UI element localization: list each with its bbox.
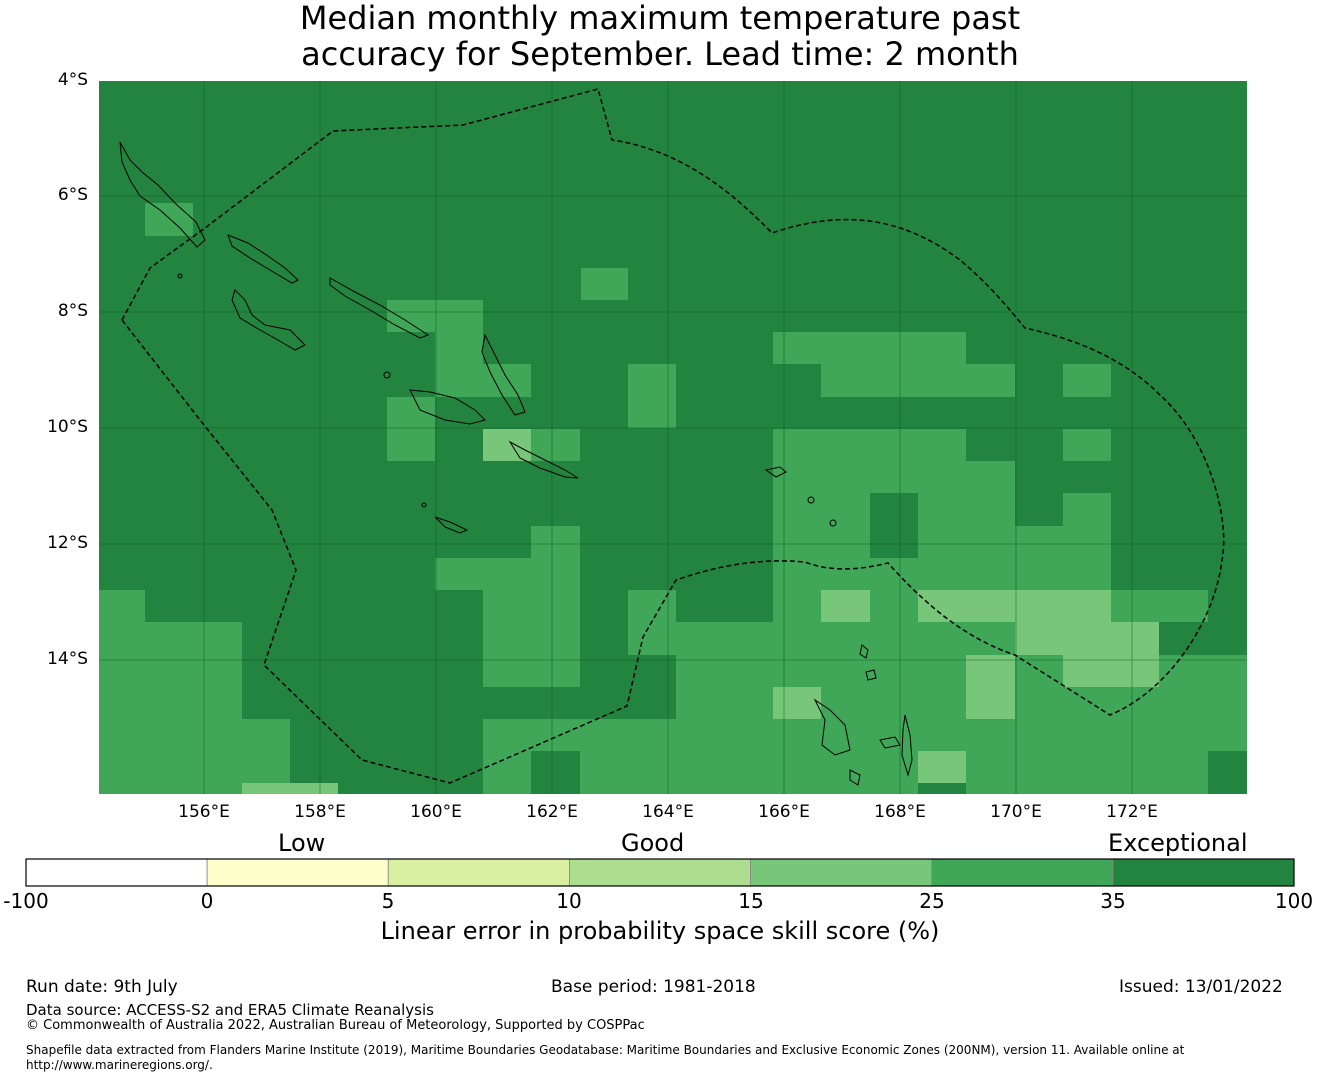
base-period: Base period: 1981-2018 [551, 977, 756, 997]
island-ndeni [764, 466, 787, 478]
lon-label-158e: 158°E [294, 802, 346, 822]
lon-label-166e: 166°E [758, 802, 810, 822]
lon-label-162e: 162°E [526, 802, 578, 822]
island-torres [859, 644, 869, 659]
colorbar-tick--100: -100 [3, 889, 49, 913]
data-source: Data source: ACCESS-S2 and ERA5 Climate … [26, 1001, 434, 1019]
category-low: Low [278, 829, 326, 857]
issued-date: Issued: 13/01/2022 [1119, 977, 1283, 997]
lon-label-164e: 164°E [642, 802, 694, 822]
islands [119, 141, 913, 786]
map-title-line2: accuracy for September. Lead time: 2 mon… [301, 35, 1019, 73]
category-good: Good [621, 829, 685, 857]
island-banks [865, 669, 877, 681]
island-malekula [879, 736, 901, 749]
colorbar-tick-35: 35 [1100, 889, 1126, 913]
run-date: Run date: 9th July [26, 977, 178, 997]
island-santa-isabel [329, 277, 430, 339]
lat-label-10s: 10°S [47, 417, 88, 437]
lon-label-156e: 156°E [178, 802, 230, 822]
skill-cells-good [242, 429, 1159, 794]
island-bougainville [119, 141, 206, 248]
island-new-georgia [231, 289, 306, 351]
colorbar-tick-5: 5 [381, 889, 395, 913]
lat-label-6s: 6°S [57, 185, 88, 205]
lon-label-170e: 170°E [990, 802, 1042, 822]
island-malaita [481, 333, 526, 416]
colorbar-tick-0: 0 [200, 889, 214, 913]
lat-label-8s: 8°S [57, 301, 88, 321]
island-makira [508, 440, 579, 479]
skill-cells-very-good [99, 203, 1247, 794]
colorbar-tick-15: 15 [738, 889, 764, 913]
island-espiritu-santo [813, 698, 851, 756]
category-exceptional: Exceptional [1108, 829, 1248, 857]
colorbar-tick-100: 100 [1274, 889, 1314, 913]
island-rennell [434, 516, 469, 534]
lat-label-4s: 4°S [57, 70, 88, 90]
lat-label-12s: 12°S [47, 533, 88, 553]
lon-label-172e: 172°E [1106, 802, 1158, 822]
eez-boundary [121, 88, 1225, 784]
gridlines [99, 81, 1247, 794]
lon-label-168e: 168°E [874, 802, 926, 822]
map-title-line1: Median monthly maximum temperature past [299, 0, 1021, 37]
shapefile-credit: Shapefile data extracted from Flanders M… [26, 1043, 1185, 1072]
island-maewo [901, 714, 913, 777]
copyright: © Commonwealth of Australia 2022, Austra… [26, 1018, 645, 1033]
lon-label-160e: 160°E [410, 802, 462, 822]
lat-label-14s: 14°S [47, 649, 88, 669]
colorbar-title: Linear error in probability space skill … [380, 917, 940, 945]
island-ambae [849, 769, 861, 786]
colorbar-tick-25: 25 [919, 889, 945, 913]
island-guadalcanal [409, 389, 486, 425]
island-choiseul [227, 234, 299, 284]
colorbar-tick-10: 10 [556, 889, 582, 913]
